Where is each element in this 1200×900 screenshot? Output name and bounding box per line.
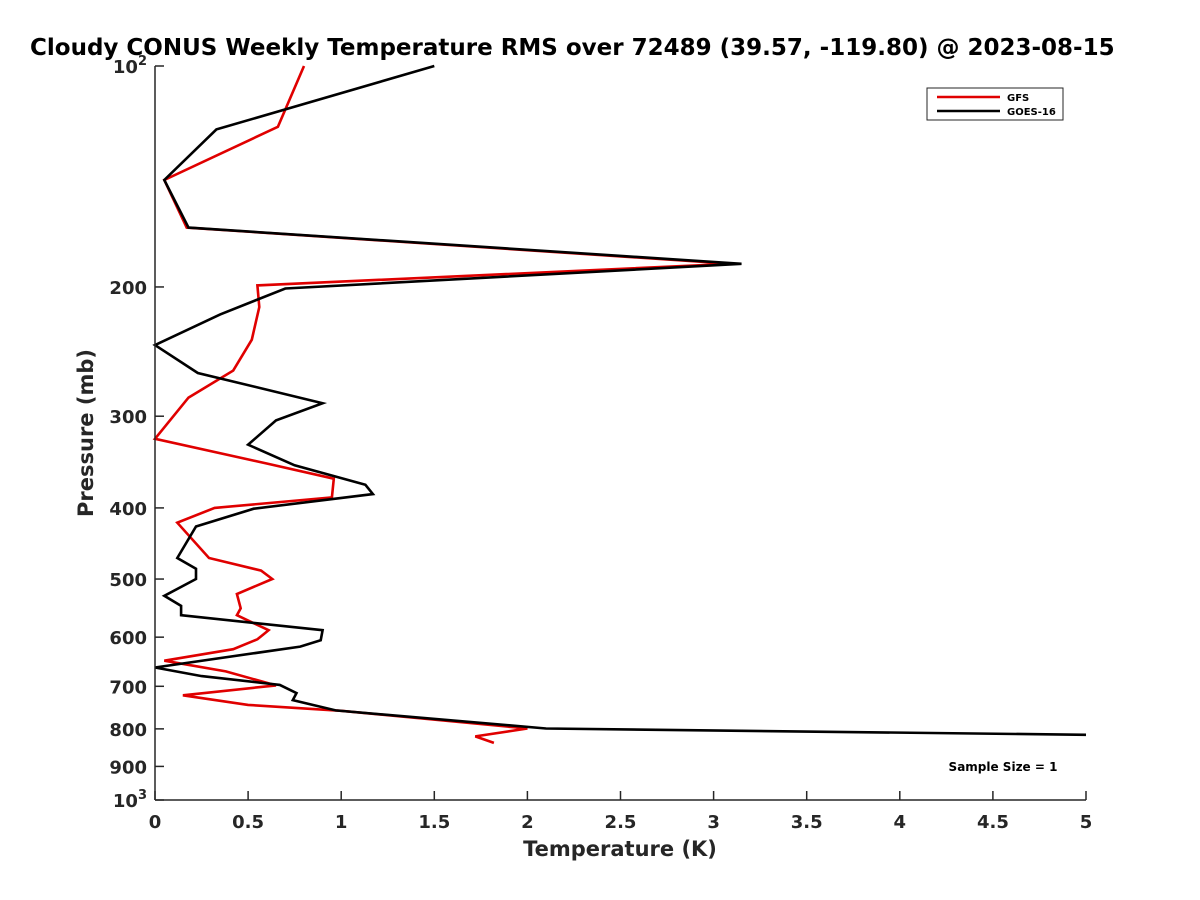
x-tick-label: 4 [894,812,907,833]
x-tick-label: 3 [707,812,720,833]
x-tick-label: 0.5 [232,812,264,833]
series-line-gfs [152,65,733,745]
plot-area [155,66,1086,800]
x-ticks: 0 0.5 1 1.5 2 2.5 3 3.5 4 4.5 5 [149,791,1093,833]
sample-size-annotation: Sample Size = 1 [949,760,1058,774]
legend-label: GOES-16 [1007,107,1056,118]
series-layer [152,64,1087,745]
chart-title: Cloudy CONUS Weekly Temperature RMS over… [30,35,1115,61]
x-tick-label: 2 [521,812,534,833]
y-axis-label: Pressure (mb) [74,349,98,517]
x-tick-label: 4.5 [977,812,1009,833]
y-tick-label: 102 [113,54,147,78]
series-line-goes-16 [152,64,1087,737]
y-tick-label: 800 [109,720,147,741]
x-tick-label: 5 [1080,812,1093,833]
x-tick-label: 2.5 [605,812,637,833]
legend: GFS GOES-16 [926,87,1064,121]
y-tick-label: 600 [109,628,147,649]
y-tick-label: 103 [113,788,147,812]
y-tick-label: 400 [109,499,147,520]
y-tick-label: 300 [109,407,147,428]
legend-label: GFS [1007,93,1029,104]
x-axis-label: Temperature (K) [523,837,717,861]
y-tick-label: 200 [109,278,147,299]
legend-box [926,87,1064,121]
x-tick-label: 3.5 [791,812,823,833]
y-tick-label: 700 [109,677,147,698]
y-tick-label: 900 [109,757,147,778]
x-tick-label: 1.5 [418,812,450,833]
y-tick-label: 500 [109,570,147,591]
y-ticks: 102 200 300 400 500 600 700 800 900 103 [109,54,164,812]
x-tick-label: 0 [149,812,162,833]
x-tick-label: 1 [335,812,348,833]
